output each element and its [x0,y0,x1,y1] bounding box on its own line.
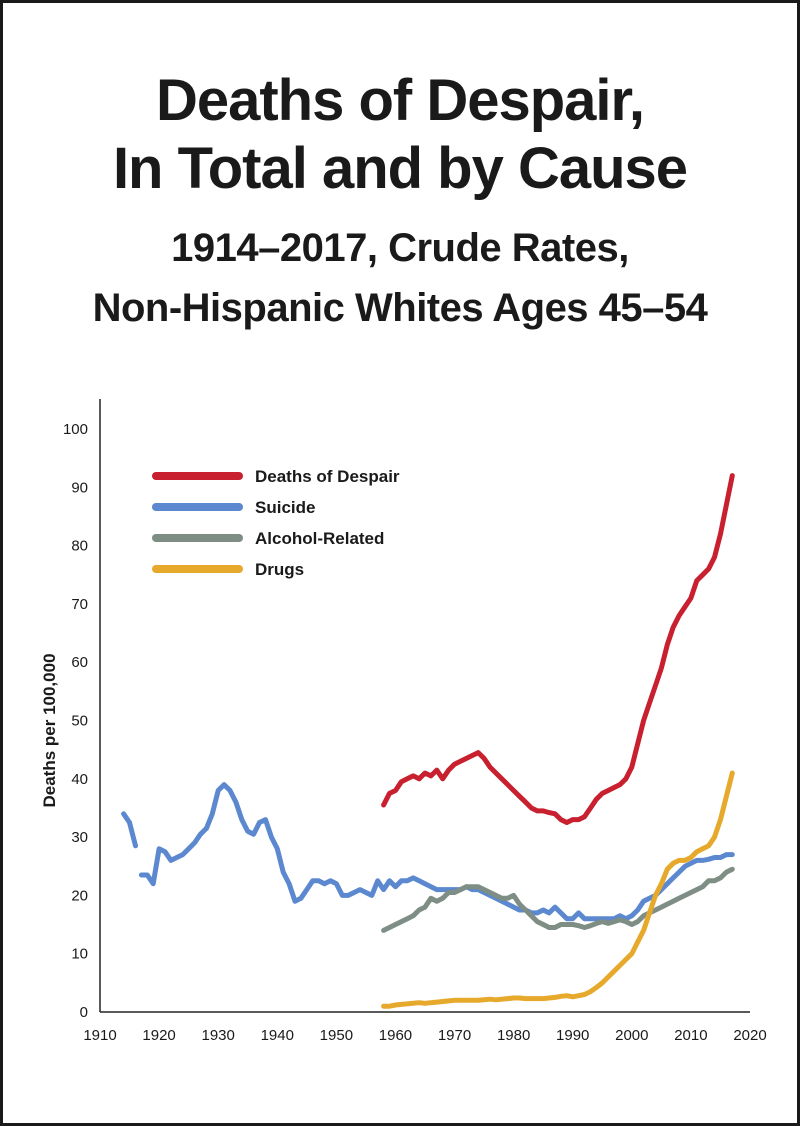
y-axis-label: Deaths per 100,000 [40,653,59,807]
y-tick-label: 90 [71,479,88,496]
chart-subtitle-line2: Non-Hispanic Whites Ages 45–54 [92,286,708,330]
x-tick-label: 1960 [379,1027,412,1044]
y-tick-label: 60 [71,654,88,671]
chart-title-line1: Deaths of Despair, [155,68,645,133]
y-tick-label: 80 [71,538,88,555]
y-tick-label: 40 [71,771,88,788]
y-tick-label: 10 [71,946,88,963]
legend-label: Drugs [255,560,304,579]
y-tick-labels: 0 10 20 30 40 50 60 70 80 90 100 [63,421,88,1021]
y-tick-label: 70 [71,596,88,613]
y-tick-label: 50 [71,713,88,730]
x-tick-label: 1910 [83,1027,116,1044]
x-tick-label: 2000 [615,1027,648,1044]
x-tick-label: 2010 [674,1027,707,1044]
x-tick-label: 1930 [201,1027,234,1044]
legend-label: Alcohol-Related [255,529,384,548]
legend-label: Deaths of Despair [255,467,400,486]
chart-title-line2: In Total and by Cause [112,136,688,201]
x-tick-label: 1920 [142,1027,175,1044]
chart-axes [99,399,750,1013]
x-tick-label: 1950 [320,1027,353,1044]
x-tick-label: 1990 [556,1027,589,1044]
y-tick-label: 30 [71,829,88,846]
legend: Deaths of Despair Suicide Alcohol-Related D… [152,467,400,579]
x-tick-label: 1980 [497,1027,530,1044]
series-line-deaths-of-despair [381,473,735,825]
series-lines [121,473,735,1009]
series-line-suicide [138,782,735,922]
series-line-drugs [381,770,735,1009]
x-tick-labels: 1910 1920 1930 1940 1950 1960 1970 1980 1990 2000… [83,1027,766,1044]
chart-subtitle-line1: 1914–2017, Crude Rates, [171,226,629,270]
series-line-suicide [121,811,138,849]
x-tick-label: 1940 [261,1027,294,1044]
x-tick-label: 1970 [438,1027,471,1044]
series-line-alcohol-related [381,866,735,933]
y-tick-label: 20 [71,887,88,904]
legend-label: Suicide [255,498,315,517]
chart-card: Deaths of Despair, In Total and by Cause… [3,3,797,1123]
x-tick-label: 2020 [733,1027,766,1044]
y-tick-label: 100 [63,421,88,438]
y-tick-label: 0 [80,1004,88,1021]
